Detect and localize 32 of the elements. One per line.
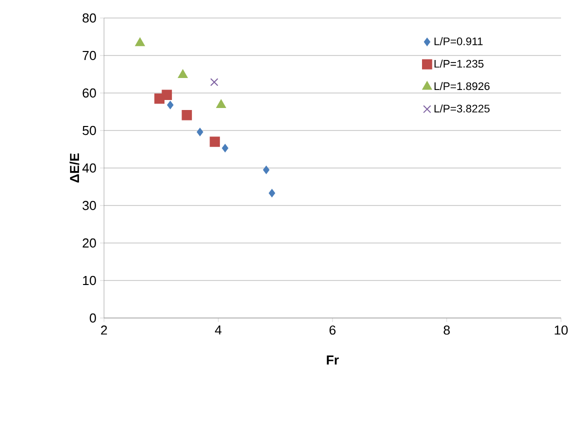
- y-tick-label: 70: [82, 50, 96, 60]
- point: [210, 136, 220, 147]
- legend-label: L/P=0.911: [434, 37, 483, 46]
- point: [216, 100, 226, 108]
- x-tick-label: 10: [554, 326, 568, 335]
- x-tick-label: 6: [330, 326, 336, 335]
- legend-label: L/P=3.8225: [434, 104, 490, 112]
- point: [268, 189, 276, 198]
- point: [178, 70, 188, 78]
- y-tick-label: 0: [90, 313, 96, 323]
- y-tick-label: 60: [82, 88, 96, 98]
- y-axis-title: ΔE/E: [70, 153, 80, 183]
- point: [222, 144, 228, 152]
- x-tick-label: 2: [101, 326, 107, 335]
- y-tick-label: 80: [82, 13, 96, 23]
- point: [263, 166, 270, 174]
- x-tick-label: 8: [444, 326, 450, 335]
- point: [135, 38, 145, 46]
- point: [196, 128, 204, 136]
- point: [182, 110, 192, 120]
- point: [167, 100, 174, 110]
- y-tick-label: 50: [82, 126, 96, 136]
- y-tick-label: 40: [82, 163, 96, 173]
- x-tick-label: 4: [214, 326, 222, 334]
- y-tick-label: 10: [83, 276, 96, 286]
- point: [162, 90, 172, 100]
- y-tick-label: 20: [82, 238, 96, 248]
- point: [210, 78, 218, 86]
- legend-label: L/P=1.235: [434, 60, 484, 68]
- legend-label: L/P=1.8926: [434, 82, 490, 90]
- x-axis-title: Fr: [326, 356, 339, 364]
- y-tick-label: 30: [82, 200, 96, 210]
